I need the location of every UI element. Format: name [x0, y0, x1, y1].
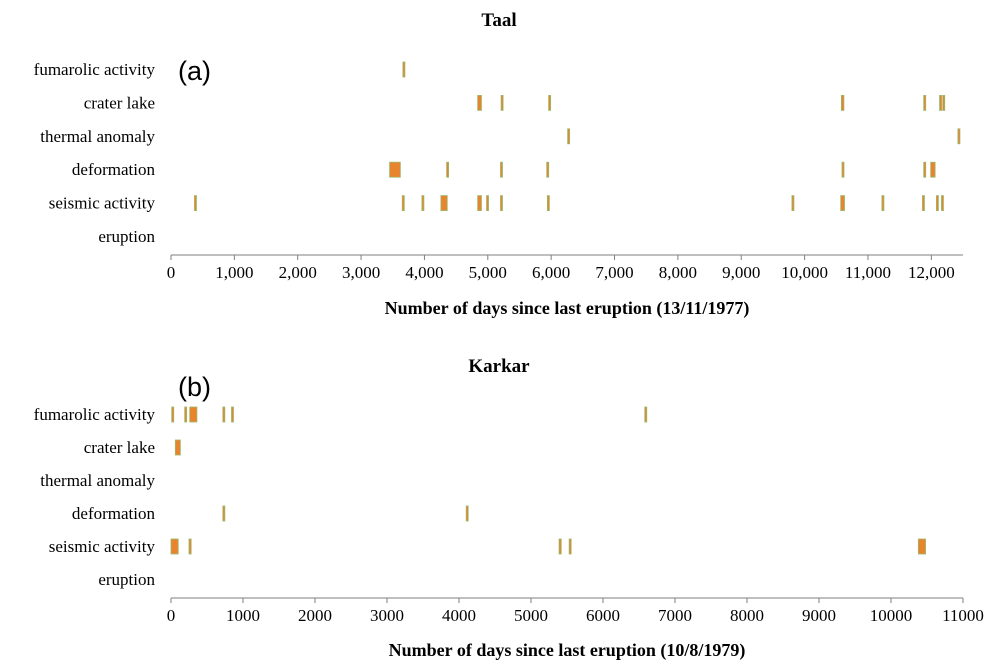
panel-taal: Taal (a) Number of days since last erupt… [34, 10, 963, 319]
x-tick-label: 6,000 [532, 263, 570, 282]
event-marker [188, 538, 192, 555]
category-labels: fumarolic activity crater lake thermal ano… [34, 405, 156, 589]
event-marker [222, 406, 226, 423]
x-tick-label: 4000 [442, 606, 476, 625]
x-axis-ticks: 0 1000 2000 3000 4000 5000 6000 7000 8000 9000 100… [167, 598, 984, 625]
event-marker [189, 406, 198, 423]
event-marker [174, 439, 181, 456]
x-tick-label: 6000 [586, 606, 620, 625]
category-label: crater lake [84, 93, 155, 112]
x-tick-label: 3,000 [342, 263, 380, 282]
category-labels: fumarolic activity crater lake thermal ano… [34, 60, 156, 246]
x-tick-label: 0 [167, 263, 176, 282]
category-label: deformation [72, 504, 156, 523]
x-tick-label: 11000 [942, 606, 984, 625]
event-marker [548, 95, 552, 111]
category-label: thermal anomaly [40, 127, 155, 146]
event-marker [930, 161, 936, 178]
event-marker [923, 161, 927, 178]
x-axis-ticks: 0 1,000 2,000 3,000 4,000 5,000 6,000 7,000 8,00… [167, 255, 955, 282]
x-tick-label: 5000 [514, 606, 548, 625]
event-marker [500, 195, 503, 212]
category-label: eruption [98, 570, 155, 589]
chart-title: Taal [481, 10, 516, 31]
panel-label: (b) [178, 372, 211, 402]
x-tick-label: 3000 [370, 606, 404, 625]
event-marker [957, 128, 961, 145]
event-marker [840, 195, 845, 212]
event-marker [402, 61, 406, 78]
x-tick-label: 9000 [802, 606, 836, 625]
event-marker [231, 406, 234, 423]
x-tick-label: 10000 [870, 606, 913, 625]
event-marker [558, 538, 562, 555]
event-marker [446, 161, 450, 178]
category-label: seismic activity [49, 194, 156, 213]
event-marker [477, 95, 482, 111]
x-tick-label: 5,000 [469, 263, 507, 282]
event-marker [194, 195, 197, 212]
event-marker [546, 195, 550, 212]
x-tick-label: 1,000 [215, 263, 253, 282]
event-marker [840, 95, 845, 111]
x-tick-label: 11,000 [845, 263, 891, 282]
x-tick-label: 7000 [658, 606, 692, 625]
event-marker [546, 161, 550, 178]
panel-label: (a) [178, 56, 211, 86]
event-marker [170, 538, 179, 555]
chart-title: Karkar [468, 356, 530, 377]
x-tick-label: 8000 [730, 606, 764, 625]
x-tick-label: 12,000 [908, 263, 955, 282]
x-tick-label: 2000 [298, 606, 332, 625]
x-tick-label: 4,000 [405, 263, 443, 282]
event-marker [184, 406, 188, 423]
x-tick-label: 1000 [226, 606, 260, 625]
event-marker [500, 161, 503, 178]
event-marker [440, 195, 448, 212]
event-marker [922, 195, 925, 212]
event-marker [941, 195, 944, 212]
event-marker [923, 95, 927, 111]
x-tick-label: 0 [167, 606, 176, 625]
x-tick-label: 8,000 [659, 263, 697, 282]
event-marker [568, 538, 572, 555]
category-label: thermal anomaly [40, 471, 155, 490]
event-marker [791, 195, 795, 212]
event-marker [881, 195, 885, 212]
panel-karkar: Karkar (b) Number of days since last eru… [34, 356, 984, 661]
event-marker [917, 538, 926, 555]
event-marker [171, 406, 175, 423]
x-axis-title: Number of days since last eruption (10/8… [389, 640, 746, 661]
x-tick-label: 7,000 [595, 263, 633, 282]
x-tick-label: 2,000 [279, 263, 317, 282]
event-marker [935, 195, 939, 212]
event-marker [939, 95, 942, 111]
category-label: fumarolic activity [34, 60, 156, 79]
x-tick-label: 10,000 [781, 263, 828, 282]
category-label: crater lake [84, 438, 155, 457]
event-markers [170, 406, 926, 555]
category-label: seismic activity [49, 537, 156, 556]
x-axis-title: Number of days since last eruption (13/1… [385, 298, 750, 319]
event-markers [194, 61, 961, 212]
event-marker [401, 195, 405, 212]
event-marker [421, 195, 425, 212]
event-marker [500, 95, 504, 111]
event-marker [222, 505, 226, 522]
event-marker [567, 128, 571, 145]
event-marker [841, 161, 845, 178]
event-marker [477, 195, 482, 212]
event-marker [389, 161, 401, 178]
category-label: eruption [98, 227, 155, 246]
x-tick-label: 9,000 [722, 263, 760, 282]
event-marker [942, 95, 946, 111]
category-label: deformation [72, 160, 156, 179]
event-marker [644, 406, 648, 423]
category-label: fumarolic activity [34, 405, 156, 424]
event-marker [486, 195, 489, 212]
event-marker [465, 505, 469, 522]
